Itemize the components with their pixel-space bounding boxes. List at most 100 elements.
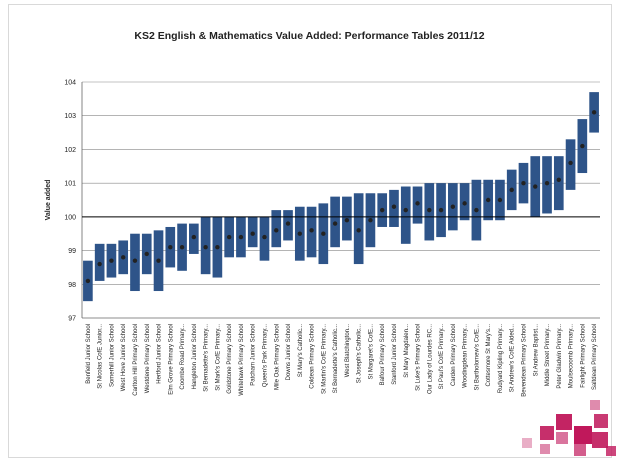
school-label: St Mark's CofE Primary... (215, 324, 221, 391)
school-label: Coldean Primary School (310, 324, 316, 389)
value-added-point (321, 232, 325, 236)
y-tick-label: 100 (64, 214, 76, 221)
school-label: St Andrew's CofE Aided... (510, 324, 516, 393)
value-added-point (510, 188, 514, 192)
school-label: Coombe Road Primary... (180, 324, 186, 390)
y-tick-label: 97 (68, 316, 76, 323)
school-label: St Nicolas CofE Junior... (98, 324, 104, 389)
value-added-point (274, 228, 278, 232)
value-added-point (133, 258, 137, 262)
school-label: Stanford Junior School (392, 324, 398, 385)
school-label: Patcham Junior School (251, 324, 257, 386)
school-label: Westdene Primary School (145, 324, 151, 393)
school-label: Carden Primary School (451, 324, 457, 386)
value-added-point (333, 221, 337, 225)
value-added-point (298, 232, 302, 236)
school-label: Goldstone Primary School (227, 324, 233, 394)
y-axis-label: Value added (45, 180, 52, 221)
school-label: West Blatchington... (345, 324, 351, 378)
school-label: St Joseph's Catholic... (357, 324, 363, 384)
school-label: Whitehawk Primary School (239, 324, 245, 396)
value-added-point (368, 218, 372, 222)
school-label: St Martin's CofE Primary... (321, 324, 327, 394)
value-added-point (109, 258, 113, 262)
value-added-point (86, 279, 90, 283)
y-tick-label: 104 (64, 80, 76, 87)
school-label: Mile Oak Primary School (274, 324, 280, 390)
school-label: Somerhill Junior School (109, 324, 115, 387)
value-added-point (97, 262, 101, 266)
school-label: Moulsecoomb Primary... (569, 324, 575, 389)
value-added-point (345, 218, 349, 222)
school-label: Downs Junior School (286, 324, 292, 380)
value-added-point (427, 208, 431, 212)
value-added-point (521, 181, 525, 185)
school-label: St Paul's CofE Primary... (439, 324, 445, 390)
school-label: St Margaret's CofE... (368, 324, 374, 380)
value-added-point (568, 161, 572, 165)
value-added-point (439, 208, 443, 212)
value-added-point (474, 208, 478, 212)
y-tick-label: 98 (68, 282, 76, 289)
school-label: Woodingdean Primary... (463, 324, 469, 388)
school-label: Cottesmore St Mary's... (486, 324, 492, 387)
school-label: Queen's Park Primary... (262, 324, 268, 387)
school-label: St Bernadette's Catholic... (333, 324, 339, 394)
value-added-point (121, 255, 125, 259)
school-label: St Bernadette's Primary... (204, 324, 210, 392)
confidence-bar (401, 187, 411, 244)
school-label: Saltdean Primary School (592, 324, 598, 390)
school-label: Fairlight Primary School (580, 324, 586, 388)
school-label: St Andrew Baptist... (533, 324, 539, 377)
value-added-point (168, 245, 172, 249)
value-added-point (156, 258, 160, 262)
value-added-point (392, 205, 396, 209)
value-added-point (498, 198, 502, 202)
value-added-point (415, 201, 419, 205)
school-label: Bevendean Primary School (521, 324, 527, 397)
school-label: Elm Grove Primary School (168, 324, 174, 395)
school-label: Balfour Primary School (380, 324, 386, 385)
school-label: Hangleton Junior School (192, 324, 198, 389)
value-added-point (145, 252, 149, 256)
school-label: Middle Street Primary... (545, 324, 551, 387)
school-label: St Bartholomew's CofE... (474, 324, 480, 391)
school-label: St Mary Magdalen... (404, 324, 410, 378)
value-added-point (227, 235, 231, 239)
y-tick-label: 103 (64, 113, 76, 120)
value-added-point (557, 178, 561, 182)
value-added-point (215, 245, 219, 249)
y-tick-label: 101 (64, 181, 76, 188)
value-added-point (533, 184, 537, 188)
school-label: Carlton Hill Primary School (133, 324, 139, 396)
school-label: Our Lady of Lourdes RC... (427, 324, 433, 394)
value-added-point (251, 232, 255, 236)
school-label: St Mary's Catholic... (298, 324, 304, 377)
value-added-point (309, 228, 313, 232)
value-added-point (462, 201, 466, 205)
value-added-point (486, 198, 490, 202)
y-tick-label: 99 (68, 248, 76, 255)
value-added-point (192, 235, 196, 239)
y-tick-label: 102 (64, 147, 76, 154)
confidence-bar (554, 156, 564, 210)
school-label: West Hove Junior School (121, 324, 127, 391)
value-added-point (356, 228, 360, 232)
school-label: Benfield Junior School (86, 324, 92, 384)
value-added-point (580, 144, 584, 148)
value-added-point (380, 208, 384, 212)
value-added-point (545, 181, 549, 185)
value-added-point (451, 205, 455, 209)
value-added-point (592, 110, 596, 114)
value-added-point (262, 235, 266, 239)
school-label: St Luke's Primary School (416, 324, 422, 391)
value-added-point (180, 245, 184, 249)
school-label: Rudyard Kipling Primary... (498, 324, 504, 394)
school-label: Hertford Junior School (157, 324, 163, 384)
value-added-point (404, 208, 408, 212)
value-added-point (203, 245, 207, 249)
value-added-point (286, 221, 290, 225)
school-label: Peter Gladwin Primary... (557, 324, 563, 389)
value-added-point (239, 235, 243, 239)
